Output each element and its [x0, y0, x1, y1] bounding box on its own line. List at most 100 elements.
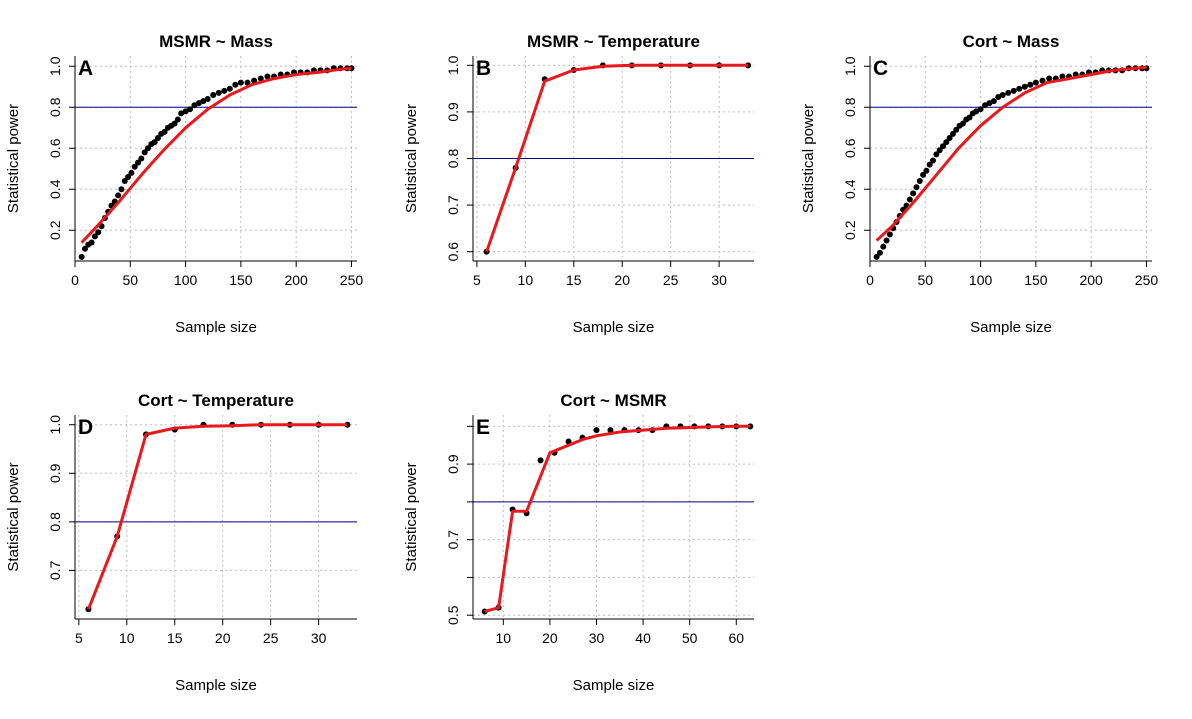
data-point [187, 106, 194, 113]
panel-a: 0 50 100 150 200 250 0.2 0.4 0.6 0.8 1.0 MSMR ~ Mas… [5, 32, 363, 336]
data-point [946, 135, 953, 141]
data-point [95, 229, 102, 236]
data-point [1046, 75, 1053, 82]
x-axis-label: Sample size [175, 319, 257, 336]
data-point [933, 151, 940, 158]
panel-letter: A [78, 57, 93, 80]
y-axis-label: Statistical power [800, 104, 817, 213]
x-tick-label: 25 [263, 630, 279, 646]
data-point [244, 79, 251, 86]
data-point [81, 245, 88, 252]
x-tick-label: 30 [711, 272, 727, 288]
y-tick-label: 0.2 [842, 220, 858, 240]
data-point [115, 192, 122, 199]
x-tick-label: 10 [119, 630, 135, 646]
x-tick-label: 10 [518, 272, 534, 288]
data-point [1005, 89, 1012, 96]
data-point [232, 81, 239, 88]
y-tick-label: 0.6 [47, 138, 63, 158]
data-point [257, 75, 264, 82]
data-point [221, 87, 228, 94]
data-point [251, 77, 258, 84]
y-tick-label: 1.0 [445, 55, 461, 75]
y-tick-label: 0.2 [47, 220, 63, 240]
y-tick-label: 1.0 [842, 56, 858, 76]
y-tick-label: 0.9 [47, 463, 63, 483]
y-tick-label: 0.9 [445, 454, 461, 474]
fit-curve [484, 424, 751, 613]
y-tick-label: 0.7 [445, 530, 461, 550]
data-point [883, 237, 890, 244]
data-point [537, 457, 544, 464]
y-axis-label: Statistical power [403, 104, 420, 213]
x-tick-label: 100 [174, 272, 198, 288]
x-tick-label: 5 [473, 272, 481, 288]
data-point [880, 243, 887, 250]
data-point [154, 135, 161, 141]
data-point [876, 249, 883, 256]
data-point [913, 184, 920, 191]
x-tick-label: 0 [866, 272, 874, 288]
x-tick-label: 20 [542, 630, 558, 646]
data-point [1010, 87, 1017, 94]
fit-curve [485, 63, 749, 253]
x-tick-label: 30 [311, 630, 327, 646]
data-point [930, 157, 937, 164]
data-point [607, 427, 614, 434]
data-point [886, 231, 893, 238]
x-tick-label: 30 [589, 630, 605, 646]
x-tick-label: 50 [123, 272, 139, 288]
y-tick-label: 0.6 [445, 242, 461, 262]
x-tick-label: 150 [1024, 272, 1048, 288]
x-tick-label: 20 [614, 272, 630, 288]
data-point [920, 171, 927, 178]
panel-title: Cort ~ MSMR [560, 391, 666, 410]
data-point [949, 130, 956, 137]
panel-c: 0 50 100 150 200 250 0.2 0.4 0.6 0.8 1.0 Cort ~ Mas… [800, 32, 1158, 336]
x-tick-label: 200 [284, 272, 308, 288]
panel-letter: D [78, 416, 93, 439]
data-point [910, 190, 917, 197]
panel-title: MSMR ~ Temperature [527, 32, 700, 51]
x-tick-label: 20 [215, 630, 231, 646]
x-axis-label: Sample size [573, 677, 655, 694]
data-point [88, 239, 95, 246]
x-axis-label: Sample size [970, 319, 1052, 336]
panel-title: Cort ~ Mass [963, 32, 1060, 51]
x-tick-label: 150 [229, 272, 253, 288]
data-point [916, 178, 923, 185]
data-point [128, 169, 135, 176]
data-point [1032, 79, 1039, 86]
x-tick-label: 60 [729, 630, 745, 646]
data-point [1016, 85, 1023, 92]
panel-title: MSMR ~ Mass [159, 32, 273, 51]
y-axis-label: Statistical power [403, 462, 420, 571]
panel-letter: E [476, 416, 490, 439]
y-axis-label: Statistical power [5, 462, 22, 571]
y-tick-label: 0.8 [47, 97, 63, 117]
data-point [226, 85, 233, 92]
data-point [121, 178, 128, 185]
data-point [174, 116, 181, 123]
y-tick-label: 1.0 [47, 415, 63, 435]
x-tick-label: 200 [1079, 272, 1103, 288]
x-tick-label: 5 [75, 630, 83, 646]
data-point [1059, 73, 1066, 80]
data-point [943, 139, 950, 146]
data-point [966, 114, 973, 121]
panel-title: Cort ~ Temperature [138, 391, 294, 410]
data-point [131, 163, 138, 170]
data-point [141, 149, 148, 156]
x-tick-label: 25 [663, 272, 679, 288]
x-axis-label: Sample size [175, 677, 257, 694]
data-point [990, 98, 997, 105]
data-point [264, 73, 271, 80]
data-point [906, 196, 913, 203]
x-tick-label: 50 [918, 272, 934, 288]
panel-letter: B [476, 57, 491, 80]
data-point [215, 89, 222, 96]
data-point [125, 173, 132, 180]
data-point [1027, 81, 1034, 88]
data-point [144, 145, 151, 152]
